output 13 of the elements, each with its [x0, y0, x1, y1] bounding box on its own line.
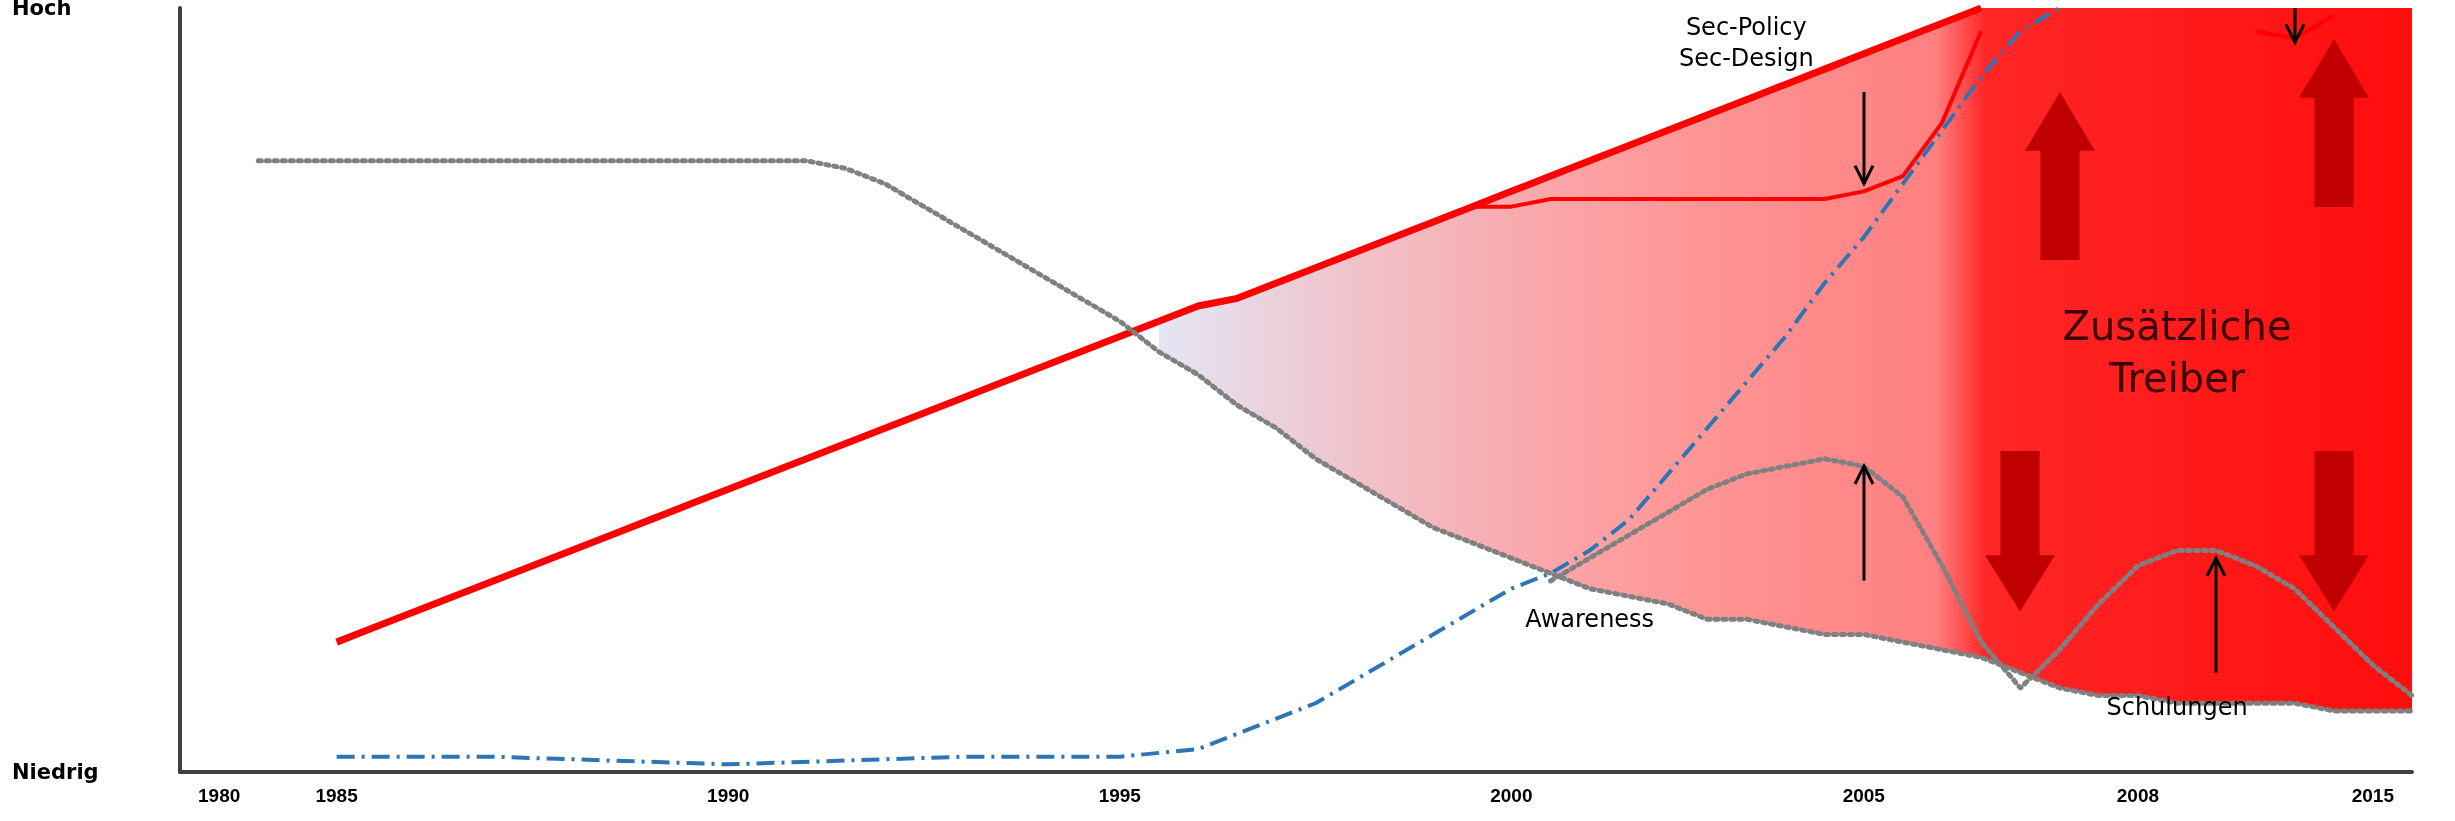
x-tick-label: 1995: [1098, 785, 1142, 806]
annotation: Awareness: [1525, 605, 1655, 634]
annotation: Zusätzliche Treiber: [2062, 302, 2292, 401]
x-tick-label: 1985: [315, 785, 359, 806]
annotation: Sec-Policy Sec-Design: [1678, 12, 1814, 72]
x-tick-label: 1980: [198, 785, 241, 806]
x-tick-label: 2000: [1490, 785, 1533, 806]
text: Niedrig: [12, 760, 99, 784]
x-tick-label: 2008: [2116, 785, 2160, 806]
x-tick-label: 2015: [2351, 785, 2395, 806]
x-tick-label: 1990: [707, 785, 750, 806]
x-tick-label: 2005: [1842, 785, 1886, 806]
annotation: Schulungen: [2106, 693, 2248, 722]
